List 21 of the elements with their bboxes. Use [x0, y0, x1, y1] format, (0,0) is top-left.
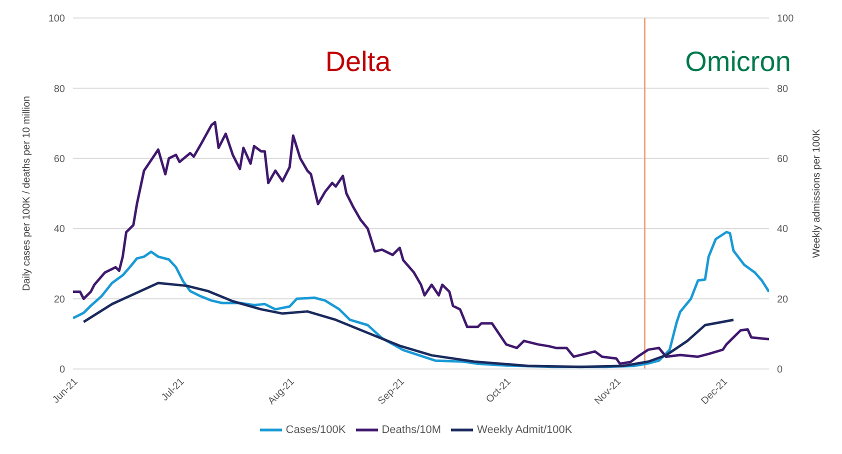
- line-series: [73, 120, 769, 365]
- y-tick-label: 20: [54, 294, 66, 306]
- legend-label: Cases/100K: [286, 424, 346, 436]
- line-series: [82, 282, 735, 368]
- y2-axis-title: Weekly admissions per 100K: [812, 128, 823, 258]
- y-tick-label: 0: [59, 364, 66, 376]
- y2-tick-label: 60: [777, 154, 789, 165]
- legend-label: Weekly Admit/100K: [477, 424, 572, 436]
- y-axis-title: Daily cases per 100K / deaths per 10 million: [22, 96, 33, 292]
- y2-tick-label: 100: [777, 14, 794, 25]
- y-tick-label: 100: [48, 14, 66, 25]
- annotation: Delta: [325, 46, 391, 78]
- y2-tick-label: 80: [777, 84, 789, 95]
- y2-tick-label: 20: [777, 294, 789, 306]
- legend-label: Deaths/10M: [382, 424, 442, 436]
- y2-tick-label: 40: [777, 224, 789, 236]
- y-tick-label: 60: [54, 154, 66, 165]
- y2-tick-label: 0: [777, 364, 783, 376]
- annotation: Omicron: [685, 46, 791, 78]
- y-tick-label: 40: [54, 224, 66, 236]
- y-tick-label: 80: [54, 84, 66, 95]
